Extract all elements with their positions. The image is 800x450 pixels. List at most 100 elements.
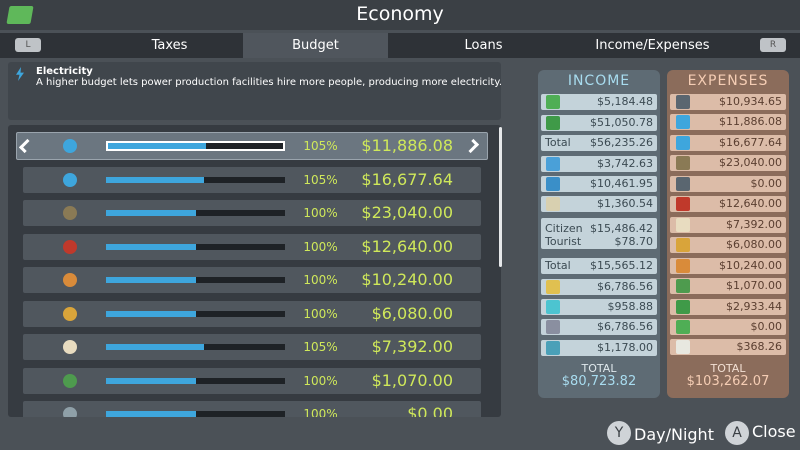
- income-total: $80,723.82: [561, 374, 637, 389]
- budget-slider[interactable]: [106, 176, 285, 183]
- budget-slider[interactable]: [106, 377, 285, 384]
- budget-slider[interactable]: [106, 344, 285, 350]
- budget-slider[interactable]: [106, 243, 285, 250]
- budget-amount: $23,040.00: [361, 203, 453, 222]
- expense-row: $7,392.00: [670, 216, 786, 233]
- budget-percent: 100%: [303, 239, 338, 254]
- expense-amount: $0.00: [750, 176, 783, 190]
- budget-percent: 105%: [303, 172, 338, 187]
- budget-slider[interactable]: [106, 277, 285, 283]
- budget-percent: 100%: [303, 206, 338, 220]
- tab[interactable]: Taxes: [151, 38, 188, 53]
- budget-amount: $11,886.08: [361, 136, 453, 155]
- expense-icon: [676, 135, 690, 150]
- expense-amount: $368.26: [736, 340, 783, 354]
- budget-amount: $7,392.00: [371, 337, 453, 356]
- expense-icon: [676, 197, 690, 212]
- budget-icon: [63, 139, 77, 153]
- left-shoulder-button[interactable]: L: [15, 38, 41, 52]
- income-label: Tourist: [545, 235, 582, 248]
- budget-icon: [63, 407, 77, 417]
- budget-percent: 100%: [303, 306, 338, 321]
- info-panel: [8, 62, 501, 120]
- expense-amount: $0.00: [750, 319, 783, 333]
- income-row: $6,786.56: [541, 319, 657, 335]
- budget-icon: [63, 206, 77, 220]
- expenses-total: $103,262.07: [686, 374, 770, 389]
- income-total-label: TOTAL: [581, 362, 617, 375]
- budget-list: 105% $11,886.08 105% $16,677.64 100% $23,040.…: [8, 125, 501, 417]
- expense-amount: $11,886.08: [719, 115, 782, 129]
- income-row: Total $15,565.12: [541, 258, 657, 274]
- budget-percent: 105%: [303, 340, 338, 354]
- income-icon: [546, 300, 560, 314]
- slider-fill: [106, 411, 196, 417]
- expense-row: $11,886.08: [670, 114, 786, 131]
- income-row: Tourist $78.70: [541, 234, 657, 250]
- expense-icon: [676, 319, 690, 334]
- income-icon: [546, 280, 560, 294]
- expense-icon: [676, 115, 690, 130]
- slider-fill: [106, 310, 196, 317]
- budget-percent: 105%: [303, 139, 338, 153]
- electricity-icon: [16, 67, 24, 81]
- expense-row: $1,070.00: [670, 278, 786, 295]
- budget-amount: $0.00: [407, 404, 453, 417]
- info-title: Electricity: [36, 66, 93, 77]
- income-amount: $6,786.56: [597, 320, 653, 333]
- income-amount: $15,565.12: [590, 259, 653, 272]
- income-amount: $78.70: [614, 235, 654, 248]
- income-amount: $3,742.63: [597, 157, 653, 170]
- tab[interactable]: Loans: [464, 38, 503, 53]
- expense-row: $0.00: [670, 175, 786, 192]
- expense-row: $2,933.44: [670, 298, 786, 315]
- day-night-label[interactable]: Day/Night: [634, 425, 714, 444]
- scrollbar[interactable]: [499, 127, 502, 267]
- expense-amount: $7,392.00: [726, 217, 782, 231]
- budget-percent: 100%: [303, 373, 338, 388]
- budget-icon: [63, 273, 77, 287]
- income-icon: [546, 116, 560, 130]
- budget-amount: $6,080.00: [371, 303, 453, 323]
- expense-amount: $6,080.00: [726, 238, 782, 252]
- tab[interactable]: Income/Expenses: [595, 38, 710, 53]
- income-icon: [546, 341, 560, 355]
- expense-amount: $12,640.00: [719, 197, 782, 211]
- expense-row: $12,640.00: [670, 196, 786, 213]
- income-label: Citizen: [545, 222, 583, 235]
- expense-icon: [676, 238, 690, 253]
- income-label: Total: [545, 259, 571, 272]
- a-button[interactable]: A: [725, 421, 749, 445]
- budget-amount: $10,240.00: [361, 270, 453, 289]
- budget-slider[interactable]: [106, 210, 285, 216]
- budget-amount: $12,640.00: [361, 236, 453, 256]
- y-button[interactable]: Y: [607, 421, 631, 445]
- budget-slider[interactable]: [106, 310, 285, 317]
- tab[interactable]: Budget: [243, 33, 388, 58]
- slider-fill: [106, 210, 196, 216]
- expense-amount: $2,933.44: [726, 299, 782, 313]
- income-amount: $56,235.26: [590, 136, 653, 149]
- expense-row: $16,677.64: [670, 134, 786, 151]
- expenses-total-label: TOTAL: [710, 362, 746, 375]
- income-icon: [546, 197, 560, 211]
- income-row: $1,178.00: [541, 340, 657, 356]
- slider-fill: [106, 344, 205, 350]
- expense-amount: $10,240.00: [719, 258, 782, 272]
- expense-icon: [676, 299, 690, 314]
- income-amount: $958.88: [607, 300, 654, 313]
- expenses-title: EXPENSES: [687, 73, 769, 89]
- budget-slider[interactable]: [106, 141, 285, 151]
- income-row: $958.88: [541, 299, 657, 315]
- income-icon: [546, 95, 560, 109]
- close-label[interactable]: Close: [752, 422, 796, 441]
- budget-slider[interactable]: [106, 411, 285, 417]
- right-shoulder-button[interactable]: R: [760, 38, 786, 52]
- income-amount: $10,461.95: [590, 177, 653, 190]
- expense-icon: [676, 156, 690, 171]
- window-title: Economy: [356, 3, 444, 25]
- budget-icon: [63, 340, 77, 354]
- income-row: Total $56,235.26: [541, 135, 657, 151]
- income-amount: $5,184.48: [597, 95, 653, 108]
